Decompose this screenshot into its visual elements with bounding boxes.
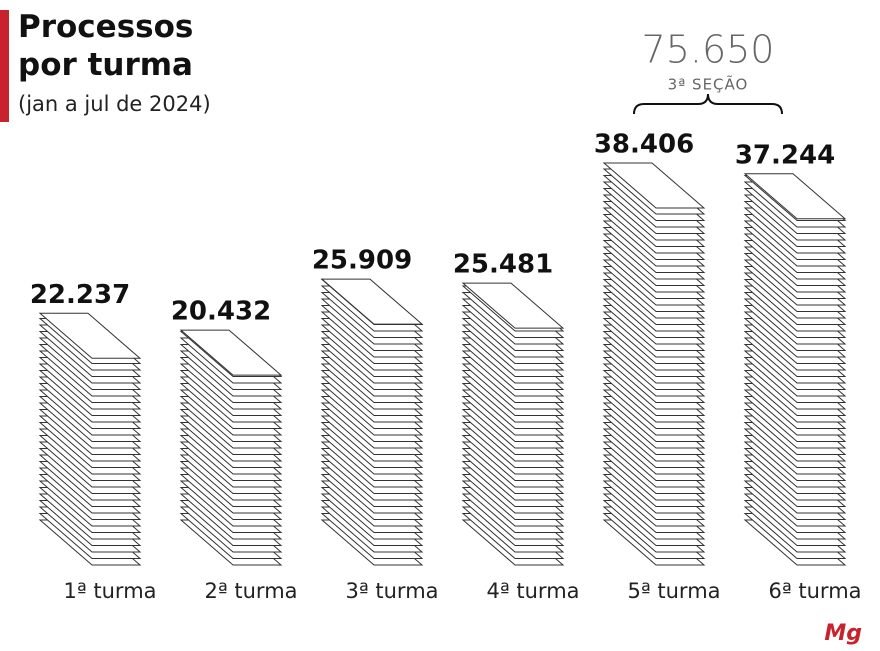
x-tick-label: 6ª turma — [768, 579, 861, 603]
chart-subtitle: (jan a jul de 2024) — [18, 92, 211, 116]
value-label: 22.237 — [30, 280, 130, 310]
x-tick-label: 1ª turma — [63, 579, 156, 603]
title-accent — [0, 10, 9, 122]
value-label: 37.244 — [735, 140, 835, 170]
annotation-text: 3ª SEÇÃO — [668, 75, 749, 94]
sheet — [179, 329, 283, 376]
sheet — [743, 173, 847, 220]
sheet — [602, 162, 706, 209]
value-label: 38.406 — [594, 130, 694, 160]
x-tick-label: 5ª turma — [627, 579, 720, 603]
chart-title: Processos por turma — [18, 9, 194, 83]
annotation-brace — [633, 93, 783, 115]
paper-stack — [179, 329, 283, 566]
paper-stack — [461, 282, 565, 566]
x-tick-label: 4ª turma — [486, 579, 579, 603]
sheet — [320, 278, 424, 325]
x-tick-label: 3ª turma — [345, 579, 438, 603]
paper-stack — [743, 173, 847, 566]
paper-stack — [320, 278, 424, 566]
sheet — [38, 312, 142, 359]
value-label: 25.481 — [453, 250, 553, 280]
x-tick-label: 2ª turma — [204, 579, 297, 603]
value-label: 20.432 — [171, 297, 271, 327]
value-label: 25.909 — [312, 246, 412, 276]
sheet — [461, 282, 565, 329]
paper-stack — [602, 162, 706, 566]
annotation-value: 75.650 — [642, 28, 775, 72]
paper-stack — [38, 312, 142, 566]
logo: Mg — [824, 621, 862, 646]
